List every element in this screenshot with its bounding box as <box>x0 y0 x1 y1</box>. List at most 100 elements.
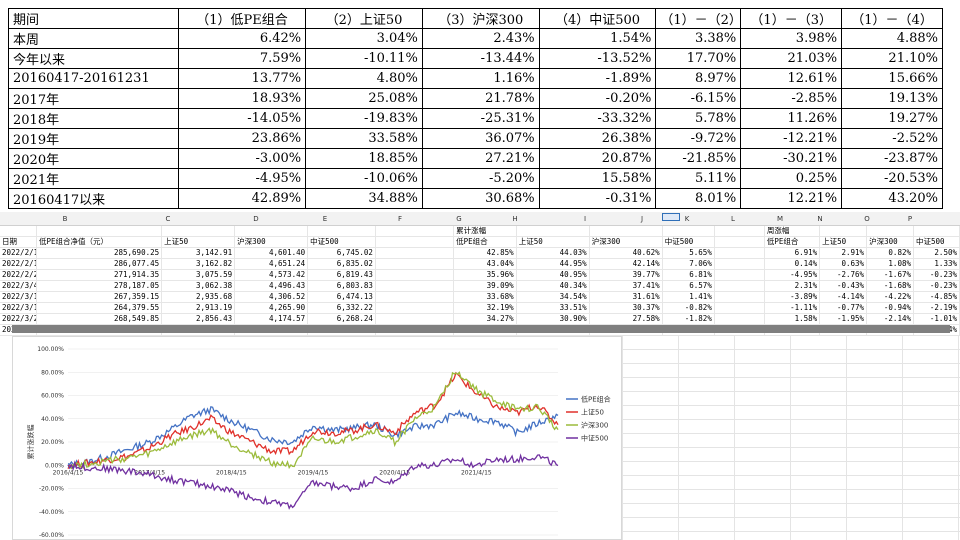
value-cell[interactable]: 0.82% <box>866 247 914 259</box>
cumulative-group-label[interactable]: 累计涨幅 <box>453 226 517 237</box>
value-cell[interactable]: 6.81% <box>662 269 715 281</box>
column-title-cell[interactable]: 沪深300 <box>589 236 663 248</box>
summary-header-cell[interactable]: （1）－（3） <box>740 8 843 29</box>
summary-header-cell[interactable]: （2）上证50 <box>305 8 423 29</box>
value-cell[interactable]: 4,651.24 <box>234 258 309 270</box>
value-cell[interactable] <box>375 313 455 325</box>
value-cell[interactable]: 44.95% <box>516 258 590 270</box>
empty-cell[interactable] <box>36 226 163 237</box>
period-label-cell[interactable]: 2018年 <box>8 108 179 129</box>
return-value-cell[interactable]: 4.88% <box>841 28 943 49</box>
period-label-cell[interactable]: 2019年 <box>8 128 179 149</box>
column-title-cell[interactable]: 日期 <box>0 236 37 248</box>
value-cell[interactable]: 2,913.19 <box>161 302 236 314</box>
column-title-cell[interactable]: 中证500 <box>662 236 715 248</box>
value-cell[interactable]: 34.27% <box>453 313 517 325</box>
summary-header-cell[interactable]: （3）沪深300 <box>421 8 540 29</box>
return-value-cell[interactable]: -13.52% <box>538 48 657 69</box>
return-value-cell[interactable]: 21.78% <box>421 88 540 109</box>
value-cell[interactable]: 1.41% <box>662 291 715 303</box>
return-value-cell[interactable]: -23.87% <box>841 148 943 169</box>
value-cell[interactable] <box>375 269 455 281</box>
return-value-cell[interactable]: 33.58% <box>305 128 423 149</box>
date-cell[interactable]: 2022/3/18 <box>0 302 37 314</box>
value-cell[interactable]: -1.11% <box>764 302 821 314</box>
return-value-cell[interactable]: 8.01% <box>655 188 742 209</box>
value-cell[interactable]: 35.96% <box>453 269 517 281</box>
return-value-cell[interactable]: 7.59% <box>177 48 307 69</box>
empty-cell[interactable] <box>714 226 765 237</box>
return-value-cell[interactable]: 13.77% <box>177 68 307 89</box>
column-letter-header[interactable]: C <box>165 215 171 223</box>
column-letter-header[interactable]: D <box>253 215 259 223</box>
value-cell[interactable]: 1.08% <box>866 258 914 270</box>
value-cell[interactable]: 40.95% <box>516 269 590 281</box>
return-value-cell[interactable]: -14.05% <box>177 108 307 129</box>
empty-cell[interactable] <box>0 226 37 237</box>
summary-header-cell[interactable]: （4）中证500 <box>538 8 657 29</box>
column-letter-header[interactable]: L <box>731 215 735 223</box>
value-cell[interactable]: 2.31% <box>764 280 821 292</box>
date-cell[interactable]: 2022/3/11 <box>0 291 37 303</box>
empty-cell[interactable] <box>234 226 309 237</box>
value-cell[interactable]: 286,077.45 <box>36 258 163 270</box>
value-cell[interactable]: -2.14% <box>866 313 914 325</box>
value-cell[interactable]: 32.19% <box>453 302 517 314</box>
column-title-cell[interactable]: 沪深300 <box>234 236 309 248</box>
empty-cell[interactable] <box>516 226 590 237</box>
value-cell[interactable]: 6,332.22 <box>307 302 376 314</box>
column-title-cell[interactable] <box>714 236 765 248</box>
empty-cell[interactable] <box>819 226 868 237</box>
return-value-cell[interactable]: -0.20% <box>538 88 657 109</box>
date-cell[interactable]: 2022/2/11 <box>0 247 37 259</box>
empty-cell[interactable] <box>161 226 236 237</box>
value-cell[interactable]: 39.09% <box>453 280 517 292</box>
value-cell[interactable]: -0.23% <box>913 280 960 292</box>
summary-header-cell[interactable]: （1）低PE组合 <box>177 8 307 29</box>
value-cell[interactable]: 40.62% <box>589 247 663 259</box>
value-cell[interactable]: 6,835.02 <box>307 258 376 270</box>
value-cell[interactable]: -4.85% <box>913 291 960 303</box>
value-cell[interactable]: -1.95% <box>819 313 868 325</box>
column-title-cell[interactable]: 中证500 <box>913 236 960 248</box>
value-cell[interactable]: 40.34% <box>516 280 590 292</box>
column-title-cell[interactable]: 沪深300 <box>866 236 914 248</box>
return-value-cell[interactable]: 27.21% <box>421 148 540 169</box>
date-cell[interactable]: 2022/2/25 <box>0 269 37 281</box>
return-value-cell[interactable]: 2.43% <box>421 28 540 49</box>
value-cell[interactable]: 30.37% <box>589 302 663 314</box>
value-cell[interactable] <box>714 247 765 259</box>
return-value-cell[interactable]: -2.85% <box>740 88 843 109</box>
return-value-cell[interactable]: 3.98% <box>740 28 843 49</box>
date-cell[interactable]: 2022/3/4 <box>0 280 37 292</box>
return-value-cell[interactable]: -0.31% <box>538 188 657 209</box>
value-cell[interactable]: 5.65% <box>662 247 715 259</box>
value-cell[interactable]: 3,162.82 <box>161 258 236 270</box>
column-letter-header[interactable]: N <box>817 215 823 223</box>
value-cell[interactable]: 4,306.52 <box>234 291 309 303</box>
return-value-cell[interactable]: -5.20% <box>421 168 540 189</box>
period-label-cell[interactable]: 2020年 <box>8 148 179 169</box>
value-cell[interactable]: 3,062.38 <box>161 280 236 292</box>
return-value-cell[interactable]: -4.95% <box>177 168 307 189</box>
value-cell[interactable]: 39.77% <box>589 269 663 281</box>
value-cell[interactable]: 31.61% <box>589 291 663 303</box>
return-value-cell[interactable]: 34.88% <box>305 188 423 209</box>
return-value-cell[interactable]: 42.89% <box>177 188 307 209</box>
value-cell[interactable]: 2,856.43 <box>161 313 236 325</box>
value-cell[interactable]: -0.23% <box>913 269 960 281</box>
value-cell[interactable]: -1.68% <box>866 280 914 292</box>
value-cell[interactable] <box>714 280 765 292</box>
value-cell[interactable]: 6.91% <box>764 247 821 259</box>
return-value-cell[interactable]: 1.54% <box>538 28 657 49</box>
column-letter-header[interactable]: K <box>684 215 690 223</box>
column-title-cell[interactable]: 上证50 <box>161 236 236 248</box>
column-letter-header[interactable]: E <box>322 215 328 223</box>
value-cell[interactable]: -3.89% <box>764 291 821 303</box>
period-label-cell[interactable]: 20160417-20161231 <box>8 68 179 89</box>
line-chart[interactable]: 100.00% 80.00% 60.00% 40.00% 20.00% 0.00% -20.… <box>12 336 622 540</box>
value-cell[interactable]: -4.14% <box>819 291 868 303</box>
return-value-cell[interactable]: 20.87% <box>538 148 657 169</box>
return-value-cell[interactable]: 21.03% <box>740 48 843 69</box>
value-cell[interactable] <box>714 291 765 303</box>
